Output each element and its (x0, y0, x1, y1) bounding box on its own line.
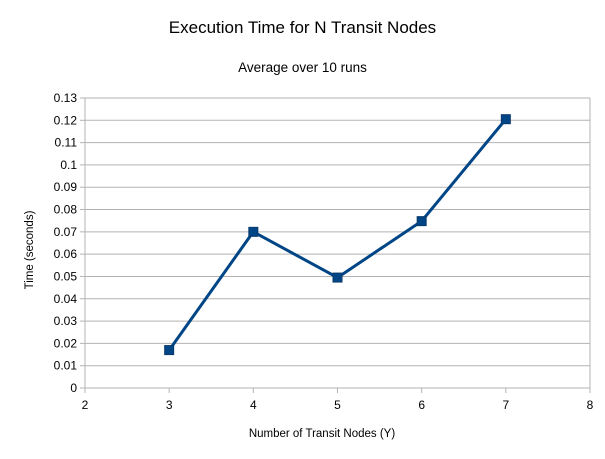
grid-lines (85, 97, 590, 367)
y-tick-label: 0 (70, 381, 77, 395)
y-tick-label: 0.08 (54, 203, 78, 217)
chart-title: Execution Time for N Transit Nodes (168, 18, 437, 37)
x-tick-label: 2 (82, 398, 89, 412)
data-point-marker (248, 226, 259, 237)
data-point-marker (164, 345, 175, 356)
y-tick-label: 0.04 (54, 292, 78, 306)
chart-subtitle: Average over 10 runs (238, 60, 367, 75)
y-tick-label: 0.13 (54, 91, 78, 105)
y-tick-label: 0.11 (55, 136, 78, 150)
x-tick-label: 5 (334, 398, 341, 412)
y-tick-label: 0.05 (54, 269, 78, 283)
axes (80, 97, 591, 393)
series-line (167, 118, 507, 351)
y-tick-labels: 0 0.01 0.02 0.03 0.04 0.05 0.06 0.07 0.08 0.09 0.1… (54, 91, 78, 395)
data-point-marker (500, 114, 511, 125)
data-point-marker (416, 216, 427, 227)
y-tick-label: 0.01 (54, 359, 78, 373)
series-group (164, 114, 511, 356)
x-tick-label: 7 (502, 398, 509, 412)
y-tick-label: 0.02 (54, 336, 78, 350)
y-tick-label: 0.03 (54, 314, 78, 328)
y-tick-label: 0.1 (60, 158, 77, 172)
y-tick-label: 0.09 (54, 180, 78, 194)
data-point-marker (332, 272, 343, 283)
x-tick-label: 6 (418, 398, 425, 412)
x-tick-label: 3 (166, 398, 173, 412)
x-axis-title: Number of Transit Nodes (Y) (249, 428, 396, 440)
y-axis-title: Time (seconds) (24, 210, 36, 289)
y-tick-label: 0.06 (54, 247, 78, 261)
x-tick-label: 8 (587, 398, 594, 412)
x-tick-labels: 2 3 4 5 6 7 8 (82, 398, 594, 412)
y-tick-label: 0.07 (54, 225, 78, 239)
x-tick-label: 4 (250, 398, 257, 412)
y-tick-label: 0.12 (54, 113, 78, 127)
